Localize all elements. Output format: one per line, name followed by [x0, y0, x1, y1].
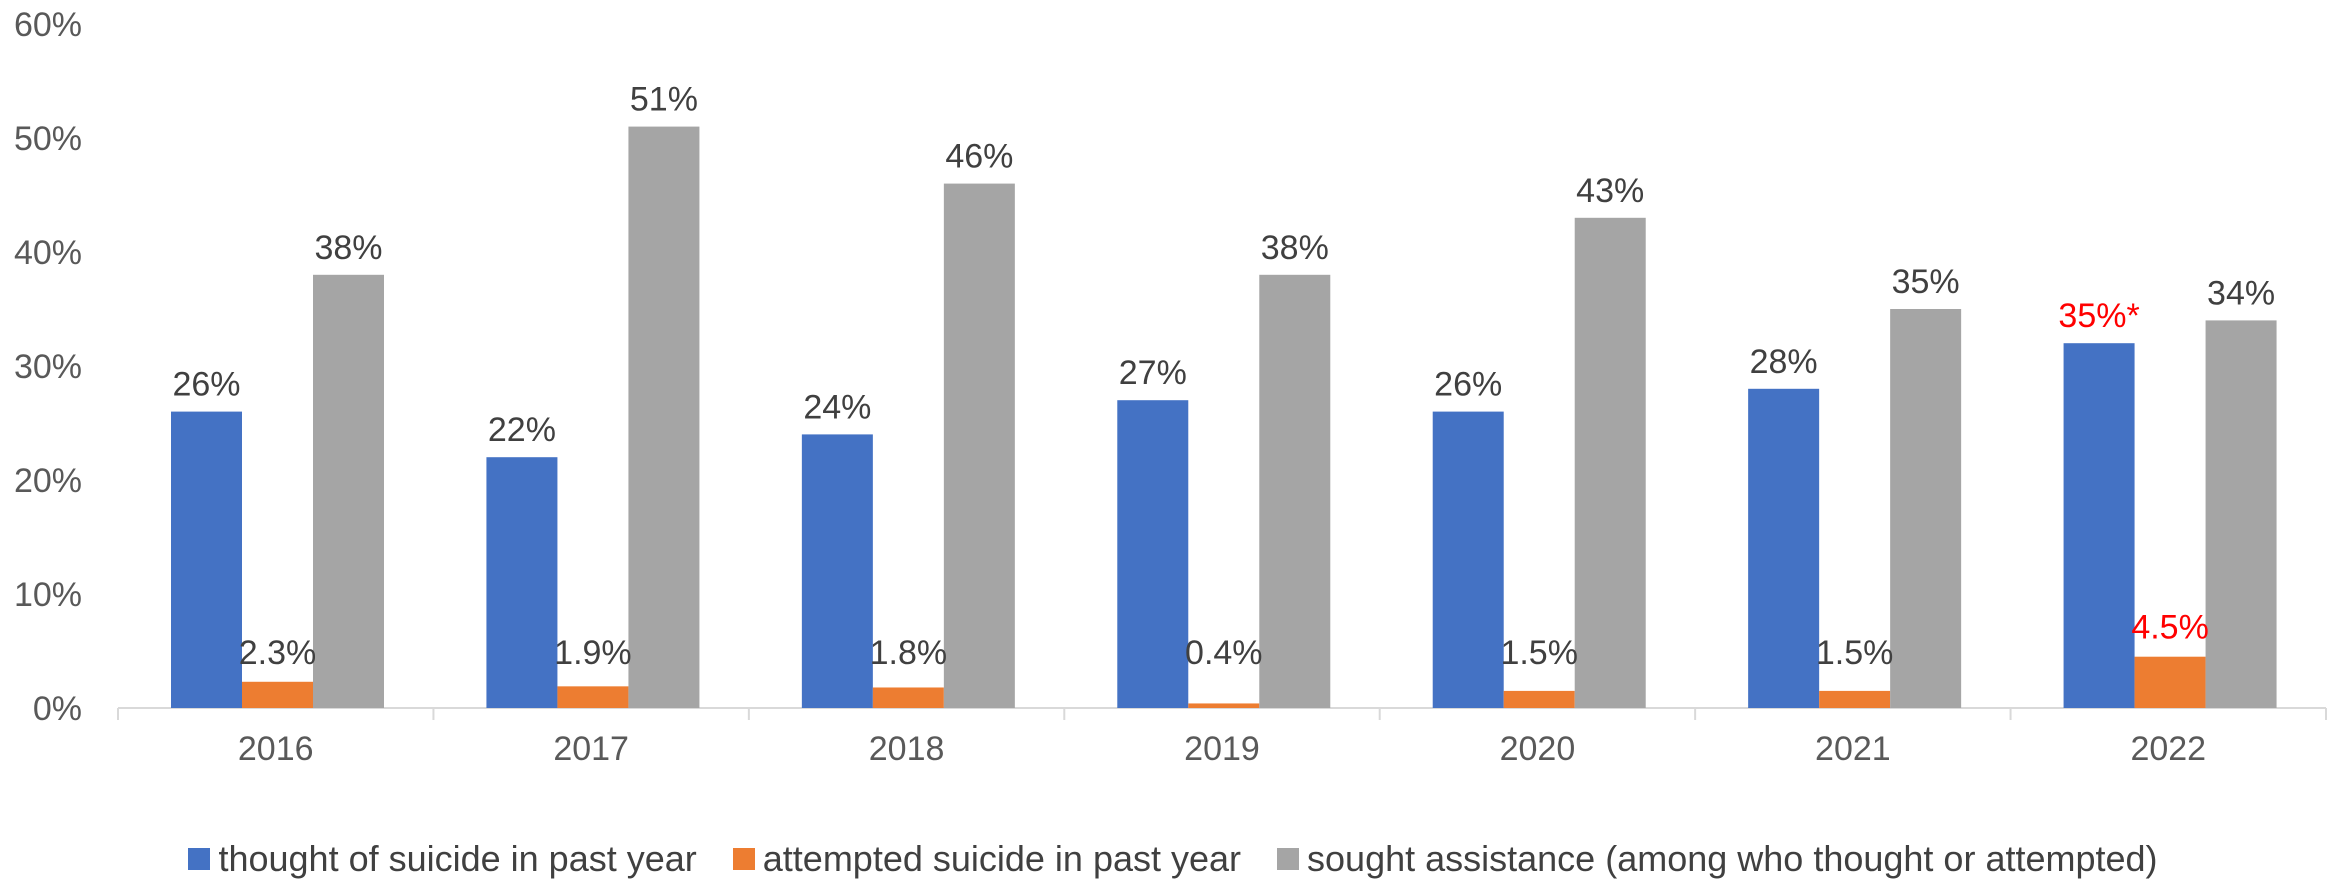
- y-tick-label: 10%: [14, 576, 82, 614]
- y-tick-label: 20%: [14, 462, 82, 500]
- data-label: 1.5%: [1500, 634, 1578, 672]
- bar: [1117, 400, 1189, 708]
- data-label: 28%: [1750, 343, 1818, 381]
- legend: thought of suicide in past year attempte…: [0, 838, 2346, 880]
- data-label: 4.5%: [2131, 609, 2209, 647]
- bar: [557, 686, 629, 708]
- legend-swatch-thought: [188, 848, 211, 870]
- y-tick-label: 60%: [14, 6, 82, 44]
- data-label: 1.8%: [870, 634, 948, 672]
- x-tick-label: 2021: [1815, 730, 1891, 768]
- bar: [1890, 309, 1962, 708]
- legend-item-attempted: attempted suicide in past year: [732, 838, 1242, 880]
- data-label: 34%: [2207, 274, 2275, 312]
- data-label: 26%: [1434, 366, 1502, 404]
- data-label: 38%: [1261, 229, 1329, 267]
- data-label: 26%: [172, 366, 240, 404]
- data-label: 35%: [1892, 263, 1960, 301]
- bar: [1432, 411, 1504, 708]
- bar: [628, 126, 700, 709]
- bar: [943, 183, 1015, 709]
- data-label: 0.4%: [1185, 634, 1263, 672]
- data-label: 27%: [1119, 354, 1187, 392]
- data-label: 38%: [314, 229, 382, 267]
- y-tick-label: 30%: [14, 348, 82, 386]
- legend-label-thought: thought of suicide in past year: [218, 838, 697, 879]
- bar: [242, 681, 313, 708]
- data-label: 43%: [1576, 172, 1644, 210]
- legend-swatch-sought: [1277, 848, 1300, 870]
- bars: [171, 126, 2277, 709]
- x-tick-label: 2020: [1500, 730, 1576, 768]
- bar: [1574, 217, 1646, 709]
- bar: [1819, 690, 1891, 708]
- data-label: 22%: [488, 411, 556, 449]
- legend-item-sought: sought assistance (among who thought or …: [1277, 838, 2158, 880]
- bar: [2205, 320, 2277, 708]
- data-label: 1.9%: [554, 634, 632, 672]
- bar: [2063, 343, 2135, 708]
- y-tick-label: 40%: [14, 234, 82, 272]
- bar: [486, 457, 558, 708]
- bar: [801, 434, 873, 708]
- data-label: 24%: [803, 388, 871, 426]
- bar: [1503, 690, 1575, 708]
- bar: [872, 687, 944, 708]
- data-label: 51%: [630, 81, 698, 119]
- data-label: 46%: [945, 138, 1013, 176]
- x-tick-label: 2018: [869, 730, 945, 768]
- bar: [2134, 656, 2206, 708]
- bar: [1188, 703, 1260, 708]
- data-labels: 26% 22% 24% 27% 26% 28% 35%* 2.3% 1.9% 1.8% 0.4% 1.…: [172, 81, 2275, 672]
- y-tick-label: 50%: [14, 120, 82, 158]
- x-tick-label: 2016: [238, 730, 314, 768]
- x-tick-label: 2022: [2130, 730, 2206, 768]
- x-axis: 2016 2017 2018 2019 2020 2021 2022: [117, 707, 2327, 768]
- legend-label-attempted: attempted suicide in past year: [762, 838, 1242, 879]
- bar: [313, 274, 384, 708]
- legend-item-thought: thought of suicide in past year: [188, 838, 697, 880]
- bar-chart: 0% 10% 20% 30% 40% 50% 60% 2016 2017 2018 2019 202…: [14, 6, 2327, 768]
- bar: [171, 411, 242, 708]
- bar: [1259, 274, 1331, 708]
- data-label: 35%*: [2058, 297, 2139, 335]
- x-tick-label: 2017: [553, 730, 629, 768]
- bar: [1748, 388, 1820, 708]
- x-tick-label: 2019: [1184, 730, 1260, 768]
- legend-label-sought: sought assistance (among who thought or …: [1307, 838, 2158, 879]
- legend-swatch-attempted: [732, 848, 755, 870]
- y-axis: 0% 10% 20% 30% 40% 50% 60%: [14, 6, 82, 728]
- data-label: 1.5%: [1816, 634, 1894, 672]
- data-label: 2.3%: [239, 634, 317, 672]
- y-tick-label: 0%: [33, 690, 82, 728]
